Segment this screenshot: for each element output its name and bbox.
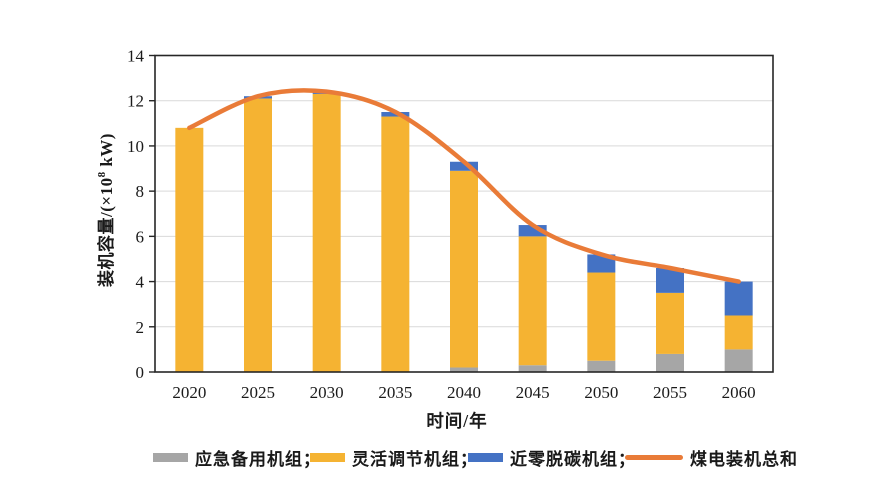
bar-segment-1-2050 [587,272,616,361]
legend-swatch-yellow [310,452,345,462]
x-tick-label: 2035 [378,383,412,402]
plot-border [154,54,774,373]
legend-item-coal-power-total: 煤电装机总和 [625,444,798,470]
x-tick-label: 2020 [172,383,206,402]
legend-swatch-gray [153,452,188,462]
y-tick-label: 14 [127,47,145,66]
bar-segment-2-2045 [518,225,547,237]
x-tick-label: 2030 [310,383,344,402]
bar-segment-2-2060 [724,281,753,316]
x-tick-label: 2040 [447,383,481,402]
capacity-stacked-bar-chart: 0 2 4 6 8 10 12 14 2020 2025 2030 2035 2040 2045 2050 2… [96,47,774,431]
chart-legend: 应急备用机组； 灵活调节机组； 近零脱碳机组； 煤电装机总和 [0,444,879,470]
legend-label-coal-power-total: 煤电装机总和 [690,449,798,469]
legend-label-flexible-regulation-units: 灵活调节机组； [352,449,478,469]
bar-segment-2-2055 [656,268,684,293]
bar-segment-0-2045 [518,365,547,372]
bar-segment-0-2050 [587,360,616,372]
coal-total-trend-line [187,88,741,284]
legend-swatch-blue [468,452,503,462]
x-tick-label: 2025 [241,383,275,402]
y-tick-label: 2 [136,318,145,337]
bar-segment-2-2040 [450,161,478,171]
bar-segment-1-2020 [175,127,204,372]
x-tick-label: 2050 [584,383,618,402]
bar-segment-1-2030 [312,93,341,373]
x-tick-label: 2055 [653,383,687,402]
legend-item-near-zero-decarbonized-units: 近零脱碳机组； [468,444,636,470]
y-tick-label: 0 [136,363,145,382]
bar-segment-1-2035 [381,116,410,373]
y-tick-label: 12 [127,92,144,111]
bar-segment-0-2055 [656,353,684,372]
x-tick-label: 2045 [516,383,550,402]
legend-swatch-orange-line [625,454,683,460]
x-axis-title: 时间/年 [426,411,487,431]
bar-segment-0-2040 [450,367,478,372]
legend-label-near-zero-decarbonized-units: 近零脱碳机组； [510,449,636,469]
bar-segment-1-2040 [450,170,478,368]
bar-segment-0-2060 [724,349,753,372]
y-tick-label: 8 [136,182,145,201]
bar-segment-1-2025 [244,98,272,372]
y-tick-label: 4 [136,273,145,292]
legend-label-emergency-backup-units: 应急备用机组； [195,449,321,469]
bar-segment-1-2045 [518,236,547,366]
y-axis-title: 装机容量/(×108 kW) [96,133,116,288]
bar-segment-1-2055 [656,292,684,354]
bar-segment-1-2060 [724,315,753,350]
legend-item-emergency-backup-units: 应急备用机组； [153,444,321,470]
y-tick-label: 6 [136,227,145,246]
x-tick-label: 2060 [722,383,756,402]
legend-item-flexible-regulation-units: 灵活调节机组； [310,444,478,470]
bar-segment-2-2050 [587,254,616,273]
y-tick-label: 10 [127,137,144,156]
